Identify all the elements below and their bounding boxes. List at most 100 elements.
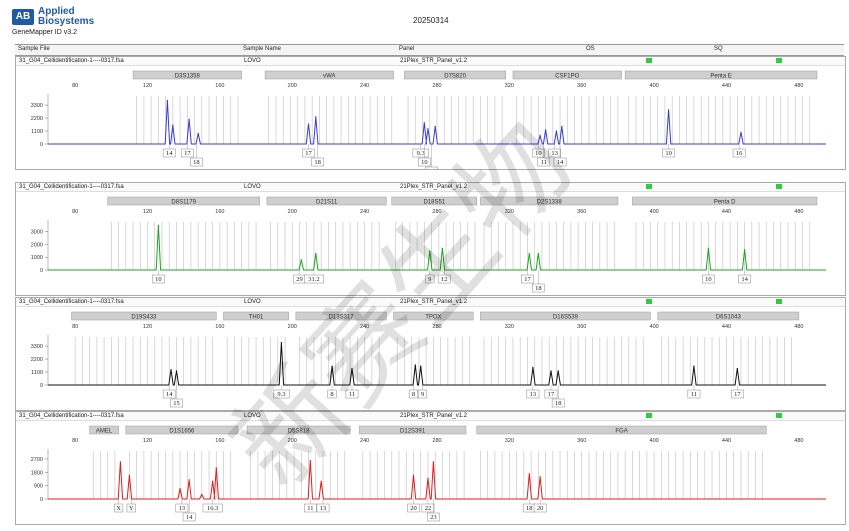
peak-point	[188, 118, 190, 120]
x-tick-label: 80	[72, 209, 78, 215]
allele-label: 13	[551, 150, 558, 157]
y-tick-label: 1100	[31, 129, 43, 135]
signal-trace	[48, 342, 826, 386]
allele-label-box	[417, 157, 431, 167]
peak-point	[212, 480, 214, 482]
x-tick-label: 80	[72, 438, 78, 444]
marker-label: D6S1043	[716, 315, 742, 321]
allele-label-box	[526, 389, 540, 399]
marker-bar	[125, 425, 239, 435]
allele-label: 11	[541, 159, 547, 166]
x-tick-label: 80	[72, 324, 78, 330]
peak-point	[429, 250, 431, 252]
quality-flag-icon	[646, 299, 652, 304]
peak-point	[331, 365, 333, 367]
peak-point	[707, 247, 709, 249]
peak-point	[315, 252, 317, 254]
allele-label-box	[732, 148, 746, 158]
allele-label-box	[730, 389, 744, 399]
peak-point	[561, 125, 563, 127]
marker-label: vWA	[323, 74, 335, 80]
peak-point	[309, 459, 311, 462]
allele-label: 29	[296, 276, 303, 283]
peak-point	[528, 473, 530, 475]
peak-point	[555, 130, 558, 132]
x-tick-label: 120	[143, 324, 152, 330]
col-sample-file: Sample File	[18, 46, 50, 52]
x-tick-label: 360	[577, 83, 586, 89]
allele-label: 15	[173, 400, 180, 407]
allele-label-box	[702, 274, 715, 284]
marker-label: D5S818	[288, 429, 310, 435]
logo-line-1: Applied	[38, 6, 75, 17]
x-tick-label: 360	[577, 324, 586, 330]
x-tick-label: 160	[215, 209, 224, 215]
allele-label: 9.3	[417, 150, 425, 157]
x-tick-label: 440	[722, 83, 731, 89]
peak-point	[414, 364, 416, 366]
allele-label: 31.2	[308, 276, 319, 283]
allele-label: 14	[741, 276, 748, 283]
allele-label: 13	[530, 391, 537, 398]
peak-point	[550, 370, 552, 372]
peak-point	[300, 259, 302, 261]
allele-label-box	[544, 389, 558, 399]
allele-label: 10	[665, 150, 672, 157]
marker-label: D7S820	[444, 74, 466, 80]
sample-file-name: 31_G04_Cellidentification-1----0317.fsa	[19, 413, 124, 419]
allele-label-box	[412, 148, 429, 158]
marker-bar	[512, 70, 622, 80]
panel-name: 21Plex_STR_Panel_v1.2	[400, 413, 468, 419]
peak-point	[128, 474, 131, 476]
allele-label-box	[180, 148, 194, 158]
x-tick-label: 320	[505, 209, 514, 215]
marker-label: TH01	[249, 315, 264, 321]
peak-point	[170, 369, 172, 371]
marker-bar	[295, 311, 387, 321]
x-tick-label: 400	[650, 438, 659, 444]
x-tick-label: 480	[794, 438, 803, 444]
marker-label: D21S11	[316, 200, 338, 206]
peak-point	[537, 252, 539, 254]
x-tick-label: 280	[432, 324, 441, 330]
peak-point	[434, 125, 436, 127]
allele-label-box	[316, 503, 330, 513]
y-tick-label: 2200	[31, 357, 43, 363]
y-tick-label: 1800	[31, 470, 43, 476]
panel-name: 21Plex_STR_Panel_v1.2	[400, 184, 468, 190]
y-tick-label: 2700	[31, 457, 43, 463]
y-tick-label: 1100	[31, 370, 43, 376]
marker-label: D12S391	[400, 429, 426, 435]
allele-label: 18	[555, 400, 562, 407]
allele-label-box	[421, 503, 435, 513]
x-tick-label: 200	[288, 209, 297, 215]
x-tick-label: 320	[505, 324, 514, 330]
col-sq: SQ	[714, 46, 723, 52]
logo-line-2: Biosystems	[38, 16, 95, 27]
quality-flag-icon	[776, 413, 782, 418]
x-tick-label: 400	[650, 209, 659, 215]
allele-label: 10	[535, 150, 542, 157]
y-tick-label: 3300	[31, 344, 43, 350]
x-tick-label: 480	[794, 324, 803, 330]
marker-bar	[624, 70, 818, 80]
y-tick-label: 3300	[31, 103, 43, 109]
x-tick-label: 240	[360, 209, 369, 215]
sample-name: LOVO	[244, 413, 261, 419]
sample-meta-row: 31_G04_Cellidentification-1----0317.fsa L…	[16, 298, 845, 307]
panel-name: 21Plex_STR_Panel_v1.2	[400, 58, 468, 64]
peak-point	[539, 135, 541, 137]
allele-label-box	[427, 512, 440, 522]
allele-label-box	[687, 389, 701, 399]
quality-flag-icon	[776, 299, 782, 304]
electropherogram-panel: 31_G04_Cellidentification-1----0317.fsa L…	[15, 411, 846, 525]
sample-file-name: 31_G04_Cellidentification-1----0317.fsa	[19, 299, 124, 305]
x-tick-label: 240	[360, 324, 369, 330]
x-tick-label: 320	[505, 83, 514, 89]
allele-label: 9.3	[277, 391, 285, 398]
sample-file-name: 31_G04_Cellidentification-1----0317.fsa	[19, 58, 124, 64]
x-tick-label: 160	[215, 83, 224, 89]
sample-meta-row: 31_G04_Cellidentification-1----0317.fsa L…	[16, 57, 845, 66]
y-tick-label: 0	[40, 497, 43, 503]
y-tick-label: 900	[34, 484, 43, 490]
